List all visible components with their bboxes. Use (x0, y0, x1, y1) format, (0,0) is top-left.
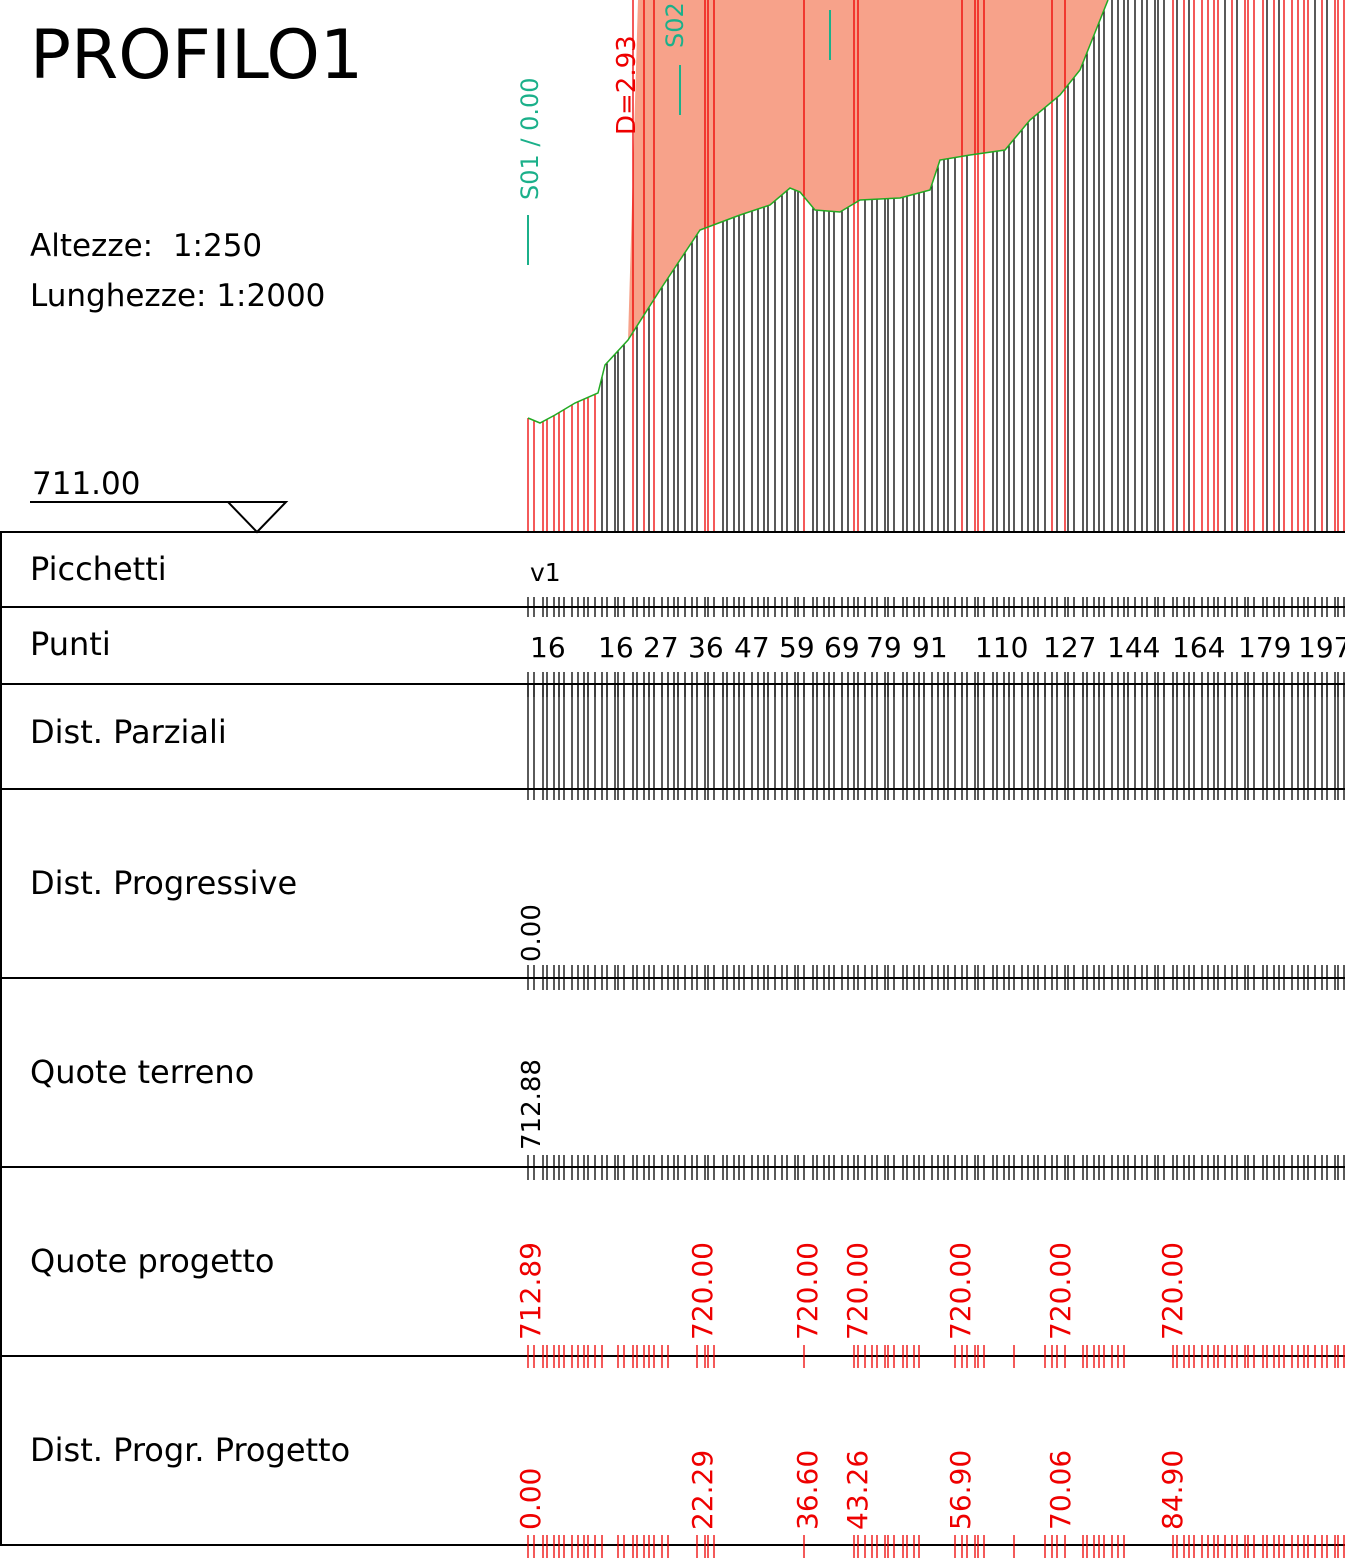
punto-label: 47 (734, 631, 770, 664)
row-label: Quote terreno (30, 1053, 254, 1091)
dist-progetto-label: 70.06 (1044, 1450, 1077, 1530)
datum-marker (225, 501, 289, 534)
punto-label: 59 (779, 631, 815, 664)
title: PROFILO1 (30, 16, 363, 95)
scale-label: Lunghezze: 1:2000 (30, 278, 325, 314)
offset-label: D=2.93 (612, 35, 642, 135)
scale-label: Altezze: 1:250 (30, 228, 262, 264)
dist-progetto-label: 84.90 (1156, 1450, 1189, 1530)
punto-label: 27 (643, 631, 679, 664)
section-label: S02 (661, 2, 689, 48)
row-label: Quote progetto (30, 1242, 274, 1280)
row-label: Dist. Progr. Progetto (30, 1431, 350, 1469)
cut-area (628, 0, 1108, 340)
punto-label: 110 (975, 631, 1028, 664)
punto-label: 36 (688, 631, 724, 664)
punto-label: 197 (1298, 631, 1345, 664)
punto-label: 69 (824, 631, 860, 664)
punto-label: 91 (912, 631, 948, 664)
terrain-line (527, 0, 1109, 424)
row-label: Dist. Parziali (30, 713, 227, 751)
dist-progressive-label: 0.00 (517, 904, 547, 962)
row-label: Picchetti (30, 550, 167, 588)
quota-progetto-label: 720.00 (841, 1242, 874, 1340)
quota-terreno-label: 712.88 (517, 1059, 547, 1150)
punto-label: 79 (866, 631, 902, 664)
dist-progetto-label: 43.26 (841, 1450, 874, 1530)
punto-label: 127 (1043, 631, 1096, 664)
punto-label: 16 (530, 631, 566, 664)
dist-progetto-label: 56.90 (944, 1450, 977, 1530)
quota-progetto-label: 712.89 (514, 1242, 547, 1340)
quota-progetto-label: 720.00 (944, 1242, 977, 1340)
quota-progetto-label: 720.00 (1156, 1242, 1189, 1340)
quota-progetto-label: 720.00 (686, 1242, 719, 1340)
section-label: S01 / 0.00 (516, 77, 544, 200)
datum-label: 711.00 (32, 466, 140, 502)
dist-progetto-label: 36.60 (791, 1450, 824, 1530)
dist-progetto-label: 0.00 (514, 1468, 547, 1530)
quota-progetto-label: 720.00 (791, 1242, 824, 1340)
quota-progetto-label: 720.00 (1044, 1242, 1077, 1340)
dist-progetto-label: 22.29 (686, 1450, 719, 1530)
row-label: Dist. Progressive (30, 864, 297, 902)
row-label: Punti (30, 625, 111, 663)
punto-label: 144 (1107, 631, 1160, 664)
punto-label: 16 (598, 631, 634, 664)
punto-label: 179 (1238, 631, 1291, 664)
picchetto-label: v1 (530, 558, 561, 587)
punto-label: 164 (1172, 631, 1225, 664)
